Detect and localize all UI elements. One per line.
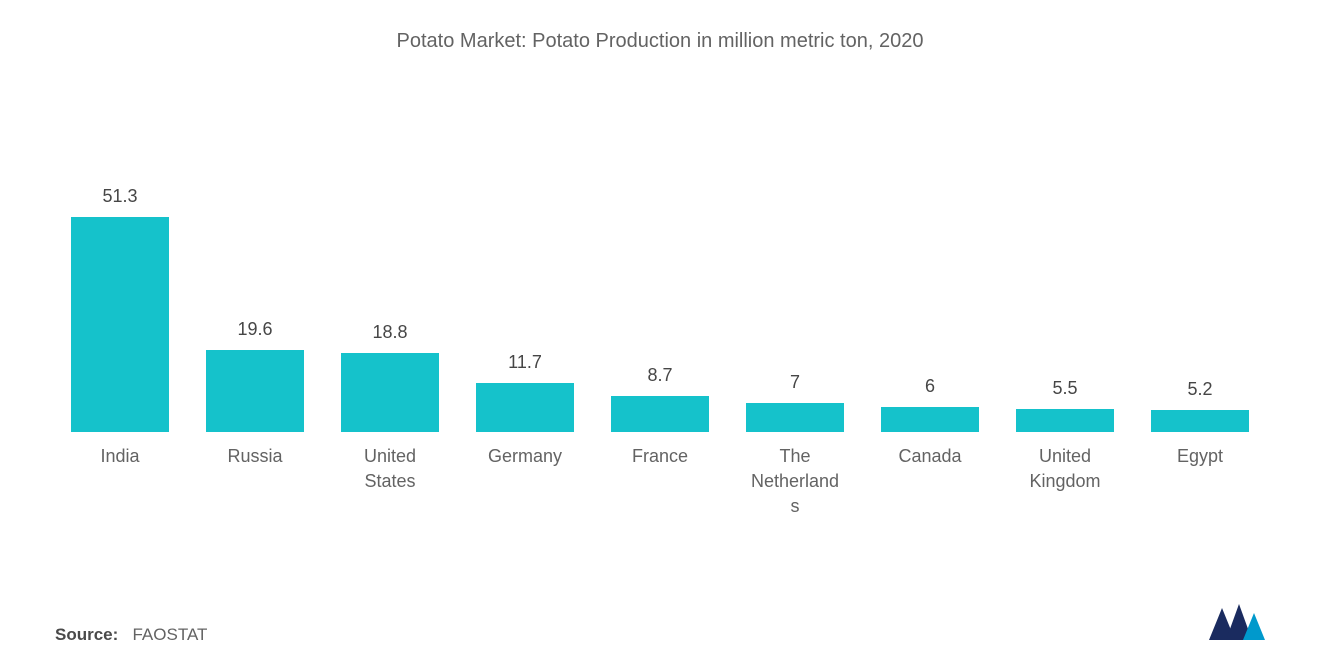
bar-label: UnitedKingdom [1010,444,1120,494]
bar-group: 51.3India [55,103,185,432]
bar-label: TheNetherlands [740,444,850,520]
bar [1151,410,1249,432]
chart-area: 51.3India19.6Russia18.8UnitedStates11.7G… [55,103,1265,583]
bar-value: 18.8 [372,322,407,343]
bar-value: 5.5 [1052,378,1077,399]
bar-label: Egypt [1145,444,1255,469]
bar-label: Germany [470,444,580,469]
bar [341,353,439,432]
source-text: Source: FAOSTAT [55,625,207,645]
bar-value: 7 [790,372,800,393]
bar-value: 6 [925,376,935,397]
bars-container: 51.3India19.6Russia18.8UnitedStates11.7G… [55,103,1265,433]
bar-group: 18.8UnitedStates [325,103,455,432]
bar [1016,409,1114,432]
bar-group: 11.7Germany [460,103,590,432]
bar [71,217,169,432]
bar [476,383,574,432]
bar-group: 8.7France [595,103,725,432]
bar [206,350,304,432]
bar-label: Canada [875,444,985,469]
source-row: Source: FAOSTAT [55,604,1265,645]
bar-value: 5.2 [1187,379,1212,400]
bar-group: 6Canada [865,103,995,432]
bar-label: France [605,444,715,469]
bar-value: 8.7 [647,365,672,386]
bar-label: India [65,444,175,469]
bar-label: UnitedStates [335,444,445,494]
logo-icon [1209,604,1265,640]
mordor-logo [1209,604,1265,645]
chart-title: Potato Market: Potato Production in mill… [55,30,1265,53]
bar-label: Russia [200,444,310,469]
bar-group: 7TheNetherlands [730,103,860,432]
bar [881,407,979,432]
bar-value: 11.7 [508,352,542,373]
bar-group: 5.2Egypt [1135,103,1265,432]
bar-group: 19.6Russia [190,103,320,432]
bar-value: 19.6 [237,319,272,340]
source-label: Source: [55,625,118,644]
bar [746,403,844,432]
bar-group: 5.5UnitedKingdom [1000,103,1130,432]
bar [611,396,709,432]
source-value: FAOSTAT [132,625,207,644]
bar-value: 51.3 [102,186,137,207]
